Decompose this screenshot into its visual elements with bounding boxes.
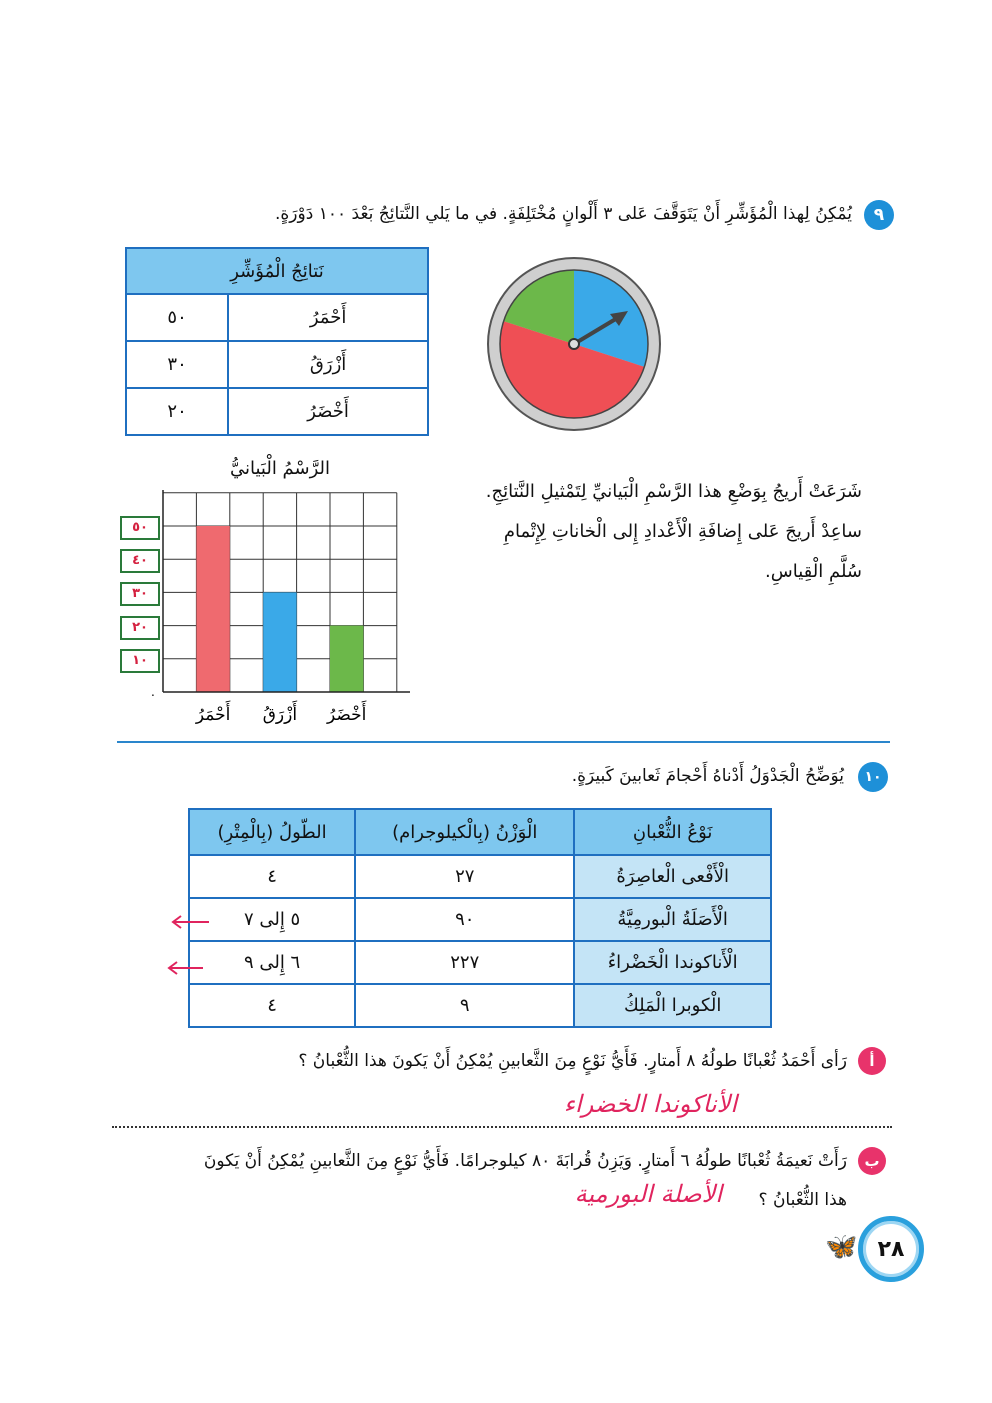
spinner — [487, 257, 661, 431]
results-count: ٣٠ — [124, 340, 230, 389]
bar-1 — [196, 526, 230, 692]
part-b-answer: الأصلة البورمية — [574, 1180, 722, 1208]
bar-chart: أَحْمَرُ أَزْرَقُ أَخْضَرُ. — [151, 490, 410, 725]
snake-type: الْأَصَلَةُ الْبورمِيَّةُ — [573, 897, 772, 942]
snake-type: الْأَفْعى الْعاصِرَةُ — [573, 854, 772, 899]
results-color: أَزْرَقُ — [227, 340, 429, 389]
snake-weight: ٢٧ — [354, 854, 576, 899]
x-tick-label: أَزْرَقُ — [263, 700, 298, 725]
x-tick-label: أَحْمَرُ — [195, 700, 231, 725]
table-row: الْأَفْعى الْعاصِرَةُ ٢٧ ٤ — [187, 854, 772, 899]
results-count: ٥٠ — [124, 293, 230, 342]
answer-line — [112, 1126, 892, 1128]
page-number: ٢٨ — [858, 1216, 924, 1282]
instruction-line: ساعِدْ أَريجَ عَلى إِضافَةِ الْأَعْدادِ … — [503, 521, 862, 542]
results-count: ٢٠ — [124, 387, 230, 436]
part-b-question-line1: رَأَتْ نَعيمَةُ ثُعْبانًا طولُهُ ٦ أَمتا… — [203, 1151, 847, 1171]
snake-weight: ٩ — [354, 983, 576, 1028]
snake-type: الْكوبرا الْمَلِكُ — [573, 983, 772, 1028]
part-b-label: ب — [858, 1147, 886, 1175]
bar-2 — [263, 592, 297, 692]
spinner-slice-green — [503, 270, 574, 344]
snake-length: ٤ — [187, 983, 357, 1028]
results-color: أَخْضَرُ — [227, 387, 429, 436]
x-tick-label: أَخْضَرُ — [326, 700, 367, 725]
spinner-results-table: نَتائِجُ الْمُؤَشِّرِ أَحْمَرُ ٥٠ أَزْرَق… — [124, 247, 429, 436]
section-divider — [117, 741, 890, 743]
results-color: أَحْمَرُ — [227, 293, 429, 342]
snake-length: ٦ إِلى ٩ — [187, 940, 357, 985]
table-row: الْكوبرا الْمَلِكُ ٩ ٤ — [187, 983, 772, 1028]
part-a-answer: الأناكوندا الخضراء — [563, 1090, 737, 1118]
snake-length: ٥ إِلى ٧ — [187, 897, 357, 942]
header-snake-type: نَوْعُ الثُّعْبانِ — [573, 808, 772, 856]
table-row: الْأَناكوندا الْخَضْراءُ ٢٢٧ ٦ إِلى ٩ — [187, 940, 772, 985]
snakes-table: نَوْعُ الثُّعْبانِ الْوَزْنُ (بِالْكيلوج… — [187, 808, 772, 1028]
spinner-slice-blue — [574, 270, 648, 367]
y-tick-label[interactable]: ٤٠ — [120, 549, 160, 574]
part-b-question-line2: هذا الثُّعْبانُ ؟ — [758, 1190, 847, 1210]
question-9-number: ٩ — [864, 200, 894, 230]
results-table-title: نَتائِجُ الْمُؤَشِّرِ — [125, 247, 429, 295]
y-tick-label[interactable]: ٥٠ — [120, 516, 160, 540]
question-10-text: يُوَضِّحُ الْجَدْوَلُ أَدْناهُ أَحْجامَ … — [571, 766, 844, 786]
butterfly-icon: 🦋 — [825, 1232, 858, 1262]
chart-instructions: شَرَعَتْ أَريجُ بِوَضْعِ هذا الرَّسْمِ ا… — [486, 472, 862, 592]
instruction-line: سُلَّمِ الْقِياسِ. — [765, 561, 862, 582]
y-tick-label[interactable]: ١٠ — [120, 648, 160, 673]
origin-label: . — [151, 685, 155, 699]
question-9-text: يُمْكِنُ لِهذا الْمُؤَشِّرِ أَنْ يَتَوَق… — [275, 204, 852, 224]
part-a-question: رَأى أَحْمَدُ ثُعْبانًا طولُهُ ٨ أَمتارٍ… — [298, 1051, 847, 1071]
arrow-left-icon — [171, 915, 209, 929]
spinner-slice-red — [500, 321, 645, 418]
snake-weight: ٢٢٧ — [354, 940, 576, 985]
chart-title: الرَّسْمُ الْبَيانيُّ — [229, 458, 331, 479]
table-row: الْأَصَلَةُ الْبورمِيَّةُ ٩٠ ٥ إِلى ٧ — [187, 897, 772, 942]
bar-3 — [330, 625, 364, 692]
header-weight: الْوَزْنُ (بِالْكيلوجرام) — [354, 808, 576, 856]
part-a-label: أ — [858, 1047, 886, 1075]
snake-weight: ٩٠ — [354, 897, 576, 942]
arrow-left-icon — [167, 961, 203, 975]
snake-length: ٤ — [187, 854, 357, 899]
instruction-line: شَرَعَتْ أَريجُ بِوَضْعِ هذا الرَّسْمِ ا… — [485, 481, 862, 502]
question-10-number: ١٠ — [858, 762, 888, 792]
snake-type: الْأَناكوندا الْخَضْراءُ — [573, 940, 772, 985]
y-tick-label[interactable]: ٣٠ — [120, 582, 160, 607]
header-length: الطّولُ (بِالْمِتْرِ) — [187, 808, 357, 856]
handwritten-arrows — [167, 915, 209, 975]
y-tick-label[interactable]: ٢٠ — [120, 615, 160, 640]
